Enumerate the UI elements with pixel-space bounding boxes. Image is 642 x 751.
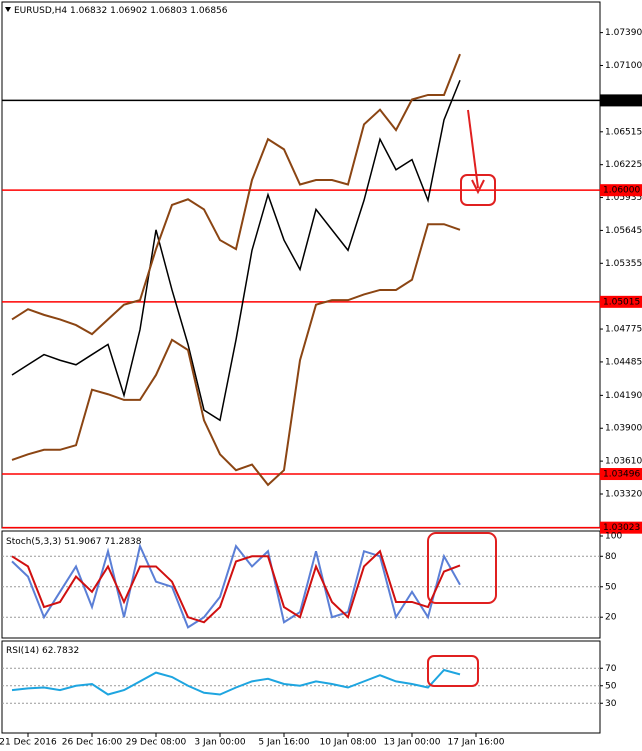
marks: 1.07390 1.07100 1.06515 1.06225 1.05935 1.056… [0, 28, 642, 748]
indicator: RSI(14) [6, 646, 39, 656]
y-tick-label: 80 [605, 552, 617, 562]
open: 1.06832 [70, 6, 107, 16]
series-line [11, 543, 461, 629]
y-tick-label: 50 [605, 582, 617, 592]
y-tick-label: 1.06515 [605, 127, 642, 137]
x-tick-label: 26 Dec 16:00 [62, 738, 123, 748]
target-box [460, 174, 496, 206]
x-tick-label: 10 Jan 08:00 [320, 738, 377, 748]
series-line [11, 223, 461, 487]
high: 1.06902 [110, 6, 147, 16]
series-line [11, 53, 461, 336]
y-tick-label: 1.04190 [605, 391, 642, 401]
y-tick-label: 1.03610 [605, 457, 642, 467]
y-tick-label: 30 [605, 699, 617, 709]
level-label: 1.05015 [603, 297, 640, 307]
level-label: 1.03023 [603, 523, 640, 533]
y-tick-label: 1.06225 [605, 160, 642, 170]
level-tag [600, 184, 642, 197]
low: 1.06803 [150, 6, 187, 16]
x-tick-label: 17 Jan 16:00 [448, 738, 505, 748]
y-tick-label: 1.04775 [605, 325, 642, 335]
rsi-value: 62.7832 [42, 646, 79, 656]
main-value: 51.9067 [64, 537, 101, 547]
symbol: EURUSD,H4 [14, 6, 67, 16]
stoch-box [427, 532, 497, 604]
rsi-panel [1, 640, 601, 734]
y-tick-label: 50 [605, 681, 617, 691]
y-tick-label: 1.05355 [605, 259, 642, 269]
level-tag [600, 94, 642, 107]
y-tick-label: 1.03320 [605, 489, 642, 499]
level-label: 1.06000 [603, 186, 640, 196]
level-label: 1.03496 [603, 470, 640, 480]
arrow-head [471, 179, 485, 195]
y-tick-label: 1.07390 [605, 28, 642, 38]
y-tick-label: 1.05935 [605, 193, 642, 203]
series-line [11, 549, 461, 624]
close: 1.06856 [190, 6, 227, 16]
y-tick-label: 100 [605, 532, 622, 542]
x-tick-label: 29 Dec 08:00 [126, 738, 187, 748]
y-tick-label: 20 [605, 613, 617, 623]
dropdown-icon[interactable] [5, 7, 11, 12]
level-tag [600, 468, 642, 481]
y-tick-label: 70 [605, 664, 617, 674]
level-label: 1.06792 [603, 96, 640, 106]
y-tick-label: 1.04485 [605, 357, 642, 367]
indicator: Stoch(5,3,3) [6, 537, 61, 547]
x-tick-label: 13 Jan 00:00 [384, 738, 441, 748]
x-tick-label: 21 Dec 2016 [0, 738, 57, 748]
signal-value: 71.2838 [104, 537, 141, 547]
level-tag [600, 295, 642, 308]
rsi-header: RSI(14) 62.7832 [6, 646, 79, 656]
y-tick-label: 1.03900 [605, 424, 642, 434]
stoch-panel [1, 530, 601, 639]
y-tick-label: 1.05645 [605, 226, 642, 236]
level-tag [600, 521, 642, 534]
series-line [11, 79, 461, 422]
stoch-header: Stoch(5,3,3) 51.9067 71.2838 [6, 537, 142, 547]
x-tick-label: 3 Jan 00:00 [194, 738, 246, 748]
series-line [11, 668, 461, 696]
rsi-box [427, 655, 479, 687]
main-header: EURUSD,H4 1.06832 1.06902 1.06803 1.0685… [14, 6, 228, 16]
y-tick-label: 1.07100 [605, 61, 642, 71]
x-tick-label: 5 Jan 16:00 [258, 738, 310, 748]
